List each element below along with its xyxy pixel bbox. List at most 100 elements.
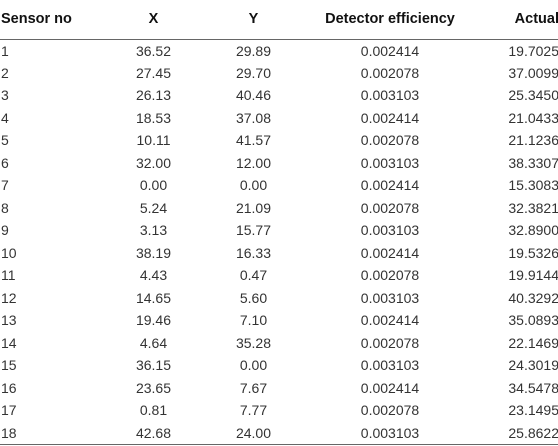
cell-x: 27.45 [135, 64, 172, 81]
cell-y: 7.10 [239, 312, 268, 329]
cell-y: 21.09 [235, 199, 272, 216]
cell-x: 4.43 [139, 267, 168, 284]
cell-x: 19.46 [135, 312, 172, 329]
cell-sensor-no: 6 [1, 154, 9, 171]
cell-detector-efficiency: 0.002078 [360, 132, 420, 149]
cell-y: 35.28 [235, 334, 272, 351]
cell-y: 5.60 [239, 289, 268, 306]
cell-x: 5.24 [139, 199, 168, 216]
cell-x: 4.64 [139, 334, 168, 351]
table-row: 3 26.13 40.46 0.003103 25.3450 [0, 84, 558, 107]
cell-y: 29.89 [235, 42, 272, 59]
cell-detector-efficiency: 0.002414 [360, 42, 420, 59]
header-actual: Actual [479, 0, 558, 40]
table-row: 13 19.46 7.10 0.002414 35.0893 [0, 309, 558, 332]
cell-sensor-no: 9 [1, 222, 9, 239]
table-row: 4 18.53 37.08 0.002414 21.0433 [0, 107, 558, 130]
table-row: 18 42.68 24.00 0.003103 25.8622 [0, 421, 558, 445]
cell-y: 0.47 [239, 267, 268, 284]
table-row: 15 36.15 0.00 0.003103 24.3019 [0, 354, 558, 377]
cell-detector-efficiency: 0.002078 [360, 334, 420, 351]
cell-y: 0.00 [239, 177, 268, 194]
table-row: 10 38.19 16.33 0.002414 19.5326 [0, 242, 558, 265]
cell-sensor-no: 17 [1, 402, 17, 419]
table-row: 7 0.00 0.00 0.002414 15.3083 [0, 174, 558, 197]
cell-y: 37.08 [235, 109, 272, 126]
cell-detector-efficiency: 0.002414 [360, 109, 420, 126]
cell-actual: 25.8622 [479, 421, 558, 445]
cell-y: 15.77 [235, 222, 272, 239]
cell-y: 7.67 [239, 379, 268, 396]
cell-x: 18.53 [135, 109, 172, 126]
cell-x: 14.65 [135, 289, 172, 306]
table-header: Sensor no X Y Detector efficiency Actual [0, 0, 558, 40]
cell-actual: 25.3450 [508, 87, 558, 104]
cell-actual: 21.0433 [508, 109, 558, 126]
cell-sensor-no: 13 [1, 312, 17, 329]
table-row: 14 4.64 35.28 0.002078 22.1469 [0, 332, 558, 355]
cell-sensor-no: 8 [1, 199, 9, 216]
cell-x: 10.11 [136, 132, 171, 149]
header-y: Y [206, 0, 301, 40]
cell-actual: 38.3307 [508, 154, 558, 171]
cell-sensor-no: 18 [0, 421, 101, 445]
cell-actual: 22.1469 [508, 334, 558, 351]
cell-y: 29.70 [235, 64, 272, 81]
cell-detector-efficiency: 0.002078 [360, 64, 420, 81]
cell-detector-efficiency: 0.003103 [360, 154, 420, 171]
cell-sensor-no: 1 [1, 42, 9, 59]
table-row: 5 10.11 41.57 0.002078 21.1236 [0, 129, 558, 152]
cell-x: 0.00 [139, 177, 168, 194]
header-row: Sensor no X Y Detector efficiency Actual [0, 0, 558, 40]
cell-x: 32.00 [135, 154, 172, 171]
table-row: 17 0.81 7.77 0.002078 23.1495 [0, 399, 558, 422]
cell-actual: 19.7025 [508, 42, 558, 59]
cell-y: 12.00 [235, 154, 272, 171]
cell-sensor-no: 15 [1, 357, 17, 374]
table-row: 1 36.52 29.89 0.002414 19.7025 [0, 39, 558, 62]
header-sensor-no: Sensor no [0, 0, 101, 40]
cell-sensor-no: 5 [1, 132, 9, 149]
cell-sensor-no: 3 [1, 87, 9, 104]
cell-x: 23.65 [135, 379, 172, 396]
cell-detector-efficiency: 0.002078 [360, 267, 420, 284]
cell-actual: 34.5478 [508, 379, 558, 396]
cell-sensor-no: 12 [1, 289, 17, 306]
cell-detector-efficiency: 0.002078 [360, 402, 420, 419]
cell-detector-efficiency: 0.003103 [360, 222, 420, 239]
cell-x: 42.68 [101, 421, 206, 445]
cell-detector-efficiency: 0.003103 [360, 357, 420, 374]
cell-x: 3.13 [139, 222, 168, 239]
cell-detector-efficiency: 0.003103 [360, 87, 420, 104]
table-row: 2 27.45 29.70 0.002078 37.0099 [0, 62, 558, 85]
cell-actual: 15.3083 [508, 177, 558, 194]
cell-y: 7.77 [239, 402, 268, 419]
table-body: 1 36.52 29.89 0.002414 19.7025 2 27.45 29.70 0.0… [0, 39, 558, 445]
cell-actual: 37.0099 [508, 64, 558, 81]
cell-actual: 40.3292 [508, 289, 558, 306]
table-row: 16 23.65 7.67 0.002414 34.5478 [0, 377, 558, 400]
cell-actual: 19.9144 [508, 267, 558, 284]
cell-sensor-no: 16 [1, 379, 17, 396]
table-row: 8 5.24 21.09 0.002078 32.3821 [0, 197, 558, 220]
cell-x: 36.52 [135, 42, 172, 59]
table-row: 6 32.00 12.00 0.003103 38.3307 [0, 152, 558, 175]
table-row: 12 14.65 5.60 0.003103 40.3292 [0, 287, 558, 310]
cell-y: 0.00 [239, 357, 268, 374]
cell-detector-efficiency: 0.002414 [360, 244, 420, 261]
cell-actual: 21.1236 [508, 132, 558, 149]
table-row: 11 4.43 0.47 0.002078 19.9144 [0, 264, 558, 287]
cell-x: 0.81 [139, 402, 168, 419]
cell-sensor-no: 10 [1, 244, 17, 261]
header-x: X [101, 0, 206, 40]
cell-detector-efficiency: 0.003103 [360, 289, 420, 306]
table-row: 9 3.13 15.77 0.003103 32.8900 [0, 219, 558, 242]
cell-actual: 32.8900 [508, 222, 558, 239]
cell-actual: 32.3821 [508, 199, 558, 216]
cell-actual: 35.0893 [508, 312, 558, 329]
cell-detector-efficiency: 0.002078 [360, 199, 420, 216]
cell-y: 16.33 [235, 244, 272, 261]
cell-y: 24.00 [206, 421, 301, 445]
cell-detector-efficiency: 0.003103 [301, 421, 479, 445]
